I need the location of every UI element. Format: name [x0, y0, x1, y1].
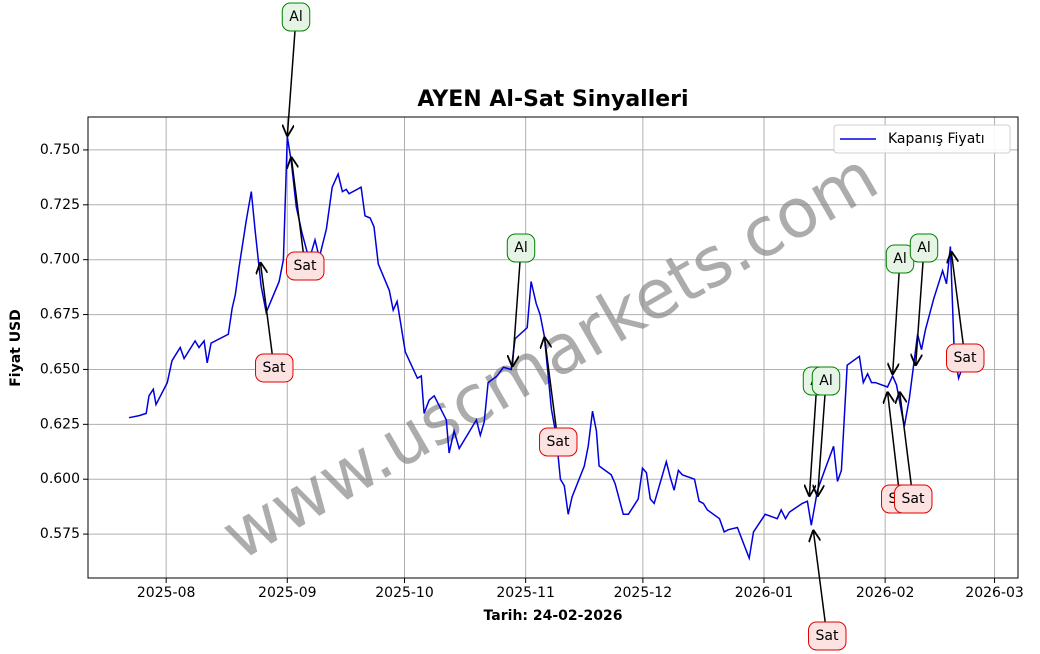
x-tick-label: 2025-08: [137, 585, 196, 601]
signal-label: Sat: [894, 484, 933, 514]
signal-box: [808, 621, 847, 651]
signal-arrow: [512, 247, 522, 367]
signal-text: Sat: [902, 491, 925, 507]
y-tick-label: 0.625: [40, 416, 80, 432]
signal-label: Sat: [946, 343, 985, 373]
signal-text: Al: [917, 240, 930, 256]
legend-label: Kapanış Fiyatı: [888, 131, 985, 147]
signal-box: [946, 343, 985, 373]
signal-label: Sat: [286, 251, 325, 281]
signal-arrow: [951, 251, 966, 359]
signal-text: Sat: [547, 434, 570, 450]
signal-arrow: [291, 157, 306, 267]
x-tick-label: 2025-09: [258, 585, 317, 601]
signal-arrow: [544, 337, 559, 443]
legend-box: [833, 124, 1011, 154]
y-tick-label: 0.575: [40, 526, 80, 542]
signal-box: [506, 233, 536, 263]
signal-arrow: [900, 391, 914, 500]
signal-text: Al: [289, 9, 302, 25]
signal-arrow: [818, 380, 827, 497]
signal-box: [894, 484, 933, 514]
plot-frame: [87, 116, 1019, 579]
signal-arrow: [813, 530, 828, 637]
signal-label: Al: [811, 366, 841, 396]
signal-text: Sat: [816, 628, 839, 644]
signal-arrow: [287, 16, 297, 137]
signal-box: [539, 427, 578, 457]
signal-arrow: [260, 262, 275, 369]
signal-arrow: [887, 391, 901, 500]
signal-label: Sat: [255, 353, 294, 383]
legend: Kapanış Fiyatı: [833, 124, 1011, 154]
y-tick-label: 0.675: [40, 307, 80, 323]
x-axis-label: Tarih: 24-02-2026: [484, 608, 623, 624]
signal-label: Sat: [539, 427, 578, 457]
signal-text: Sat: [263, 360, 286, 376]
y-tick-label: 0.650: [40, 361, 80, 377]
signal-box: [281, 2, 311, 32]
signal-text: Al: [893, 251, 906, 267]
signal-box: [811, 366, 841, 396]
signal-label: Sat: [808, 621, 847, 651]
signal-label: Al: [281, 2, 311, 32]
y-tick-label: 0.750: [40, 142, 80, 158]
x-tick-label: 2026-01: [735, 585, 794, 601]
signal-arrow: [893, 258, 901, 375]
signal-text: Sat: [294, 258, 317, 274]
y-tick-label: 0.725: [40, 197, 80, 213]
x-tick-label: 2026-03: [965, 585, 1024, 601]
signal-box: [286, 251, 325, 281]
chart-title: AYEN Al-Sat Sinyalleri: [417, 87, 688, 112]
signal-label: Al: [885, 244, 915, 274]
y-tick-label: 0.600: [40, 471, 80, 487]
signal-arrow: [916, 247, 925, 366]
signal-box: [255, 353, 294, 383]
x-tick-label: 2025-10: [375, 585, 434, 601]
y-tick-label: 0.700: [40, 252, 80, 268]
y-axis-label: Fiyat USD: [8, 309, 24, 387]
signal-text: Al: [514, 240, 527, 256]
signal-text: Al: [819, 373, 832, 389]
watermark: www.uscmarkets.com: [209, 137, 891, 576]
x-tick-label: 2025-12: [614, 585, 673, 601]
signal-label: Al: [909, 233, 939, 263]
signal-text: Sat: [954, 350, 977, 366]
signal-arrow: [809, 380, 818, 497]
signal-box: [909, 233, 939, 263]
signal-label: Al: [506, 233, 536, 263]
x-tick-label: 2026-02: [856, 585, 915, 601]
x-tick-label: 2025-11: [496, 585, 555, 601]
